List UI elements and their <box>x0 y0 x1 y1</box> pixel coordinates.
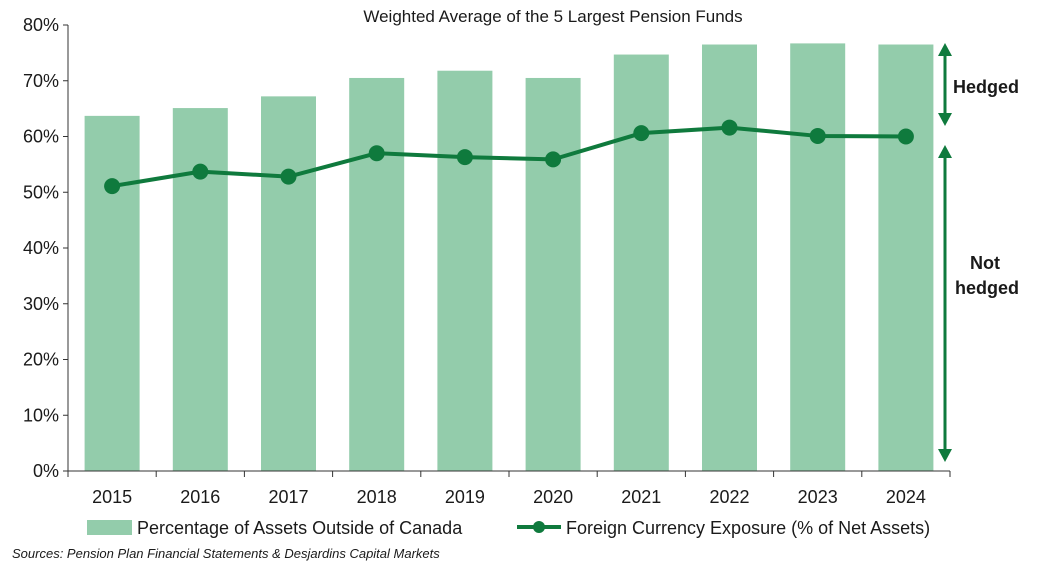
line-point <box>456 149 473 166</box>
not-hedged-arrow-head-bottom <box>938 449 952 462</box>
line-path <box>111 125 906 189</box>
y-tick-label: 80% <box>23 15 59 35</box>
legend-bar-swatch <box>87 520 132 535</box>
x-tick-label: 2016 <box>180 487 220 507</box>
legend-bar-label: Percentage of Assets Outside of Canada <box>137 518 463 538</box>
x-tick-label: 2015 <box>92 487 132 507</box>
source-note: Sources: Pension Plan Financial Statemen… <box>12 546 440 561</box>
bar <box>790 43 846 472</box>
hedged-arrow-head-bottom <box>938 113 952 126</box>
line-point <box>809 127 826 144</box>
bar <box>878 44 934 471</box>
bar <box>349 77 405 472</box>
y-axis-ticks: 0% 10% 20% 30% 40% 50% 60% 70% 80% <box>23 15 68 481</box>
legend-line-marker <box>533 521 545 533</box>
line-point <box>104 178 121 195</box>
line-point <box>192 163 209 180</box>
line-point <box>633 125 650 142</box>
not-hedged-arrow-head-top <box>938 145 952 158</box>
y-tick-label: 60% <box>23 127 59 147</box>
line-point <box>368 145 385 162</box>
line-point <box>545 151 562 168</box>
y-tick-label: 50% <box>23 182 59 202</box>
bar <box>172 108 228 471</box>
y-tick-label: 70% <box>23 71 59 91</box>
y-tick-label: 40% <box>23 238 59 258</box>
line-series <box>104 119 914 195</box>
x-tick-label: 2020 <box>533 487 573 507</box>
not-hedged-label-line1: Not <box>970 253 1000 273</box>
y-tick-label: 20% <box>23 350 59 370</box>
hedged-arrow-head-top <box>938 43 952 56</box>
x-tick-label: 2022 <box>709 487 749 507</box>
hedge-annotation: Hedged Not hedged <box>938 43 1019 462</box>
x-tick-label: 2017 <box>268 487 308 507</box>
x-tick-label: 2023 <box>798 487 838 507</box>
x-axis-ticks: 2015 2016 2017 2018 2019 2020 2021 2022 2023 2024 <box>67 471 951 507</box>
bar-series <box>84 43 934 472</box>
not-hedged-label-line2: hedged <box>955 278 1019 298</box>
bar <box>437 70 493 471</box>
bar <box>702 44 757 471</box>
y-tick-label: 0% <box>33 461 59 481</box>
chart-title: Weighted Average of the 5 Largest Pensio… <box>363 7 742 26</box>
line-point <box>280 168 297 185</box>
hedged-label: Hedged <box>953 77 1019 97</box>
y-tick-label: 10% <box>23 405 59 425</box>
x-tick-label: 2019 <box>445 487 485 507</box>
y-tick-label: 30% <box>23 294 59 314</box>
bar <box>261 96 316 472</box>
x-tick-label: 2018 <box>357 487 397 507</box>
x-tick-label: 2024 <box>886 487 926 507</box>
legend-line-label: Foreign Currency Exposure (% of Net Asse… <box>566 518 930 538</box>
line-point <box>721 119 738 136</box>
legend: Percentage of Assets Outside of Canada F… <box>87 518 930 538</box>
line-point <box>897 128 914 145</box>
bar <box>613 54 669 472</box>
bar <box>84 115 140 471</box>
x-tick-label: 2021 <box>621 487 661 507</box>
bar <box>525 77 581 472</box>
